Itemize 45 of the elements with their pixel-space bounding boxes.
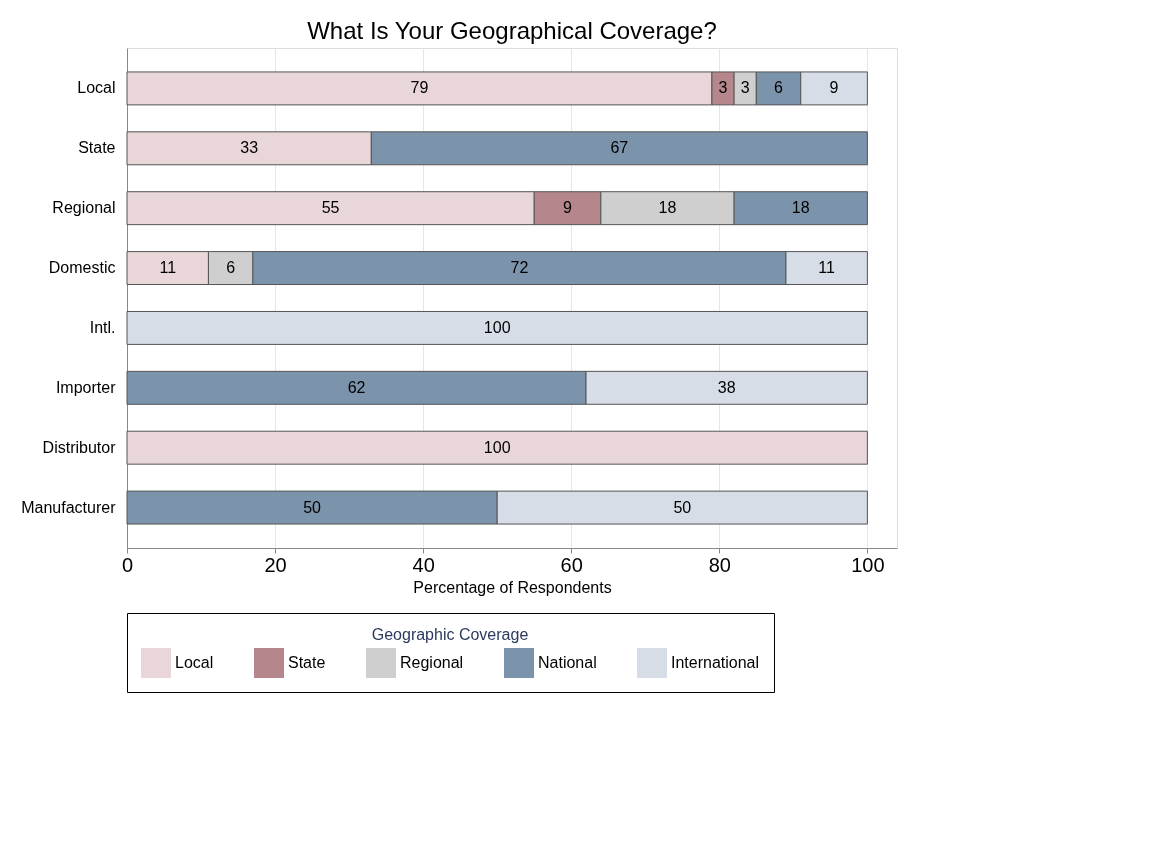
legend-label: National <box>538 654 597 671</box>
y-tick-label: State <box>78 139 116 157</box>
y-tick-label: Manufacturer <box>21 498 117 516</box>
data-label: 100 <box>483 438 511 456</box>
data-label: 38 <box>717 378 736 396</box>
y-tick-label: Local <box>77 79 116 97</box>
x-tick-label: 40 <box>412 553 435 576</box>
data-label: 79 <box>410 79 429 97</box>
legend-label: State <box>288 654 326 671</box>
chart-title: What Is Your Geographical Coverage? <box>307 17 717 44</box>
x-tick-label: 20 <box>264 553 287 576</box>
y-tick-label: Regional <box>52 199 116 217</box>
data-label: 11 <box>159 259 177 277</box>
data-label: 18 <box>791 199 810 217</box>
data-label: 18 <box>658 199 677 217</box>
legend-title: Geographic Coverage <box>371 626 529 643</box>
data-label: 6 <box>774 79 784 97</box>
bar <box>126 310 868 345</box>
x-axis-title: Percentage of Respondents <box>413 578 612 596</box>
data-label: 11 <box>818 259 836 277</box>
legend-label: International <box>671 654 760 671</box>
x-tick-label: 100 <box>851 553 885 576</box>
data-label: 72 <box>510 259 529 277</box>
y-tick-label: Domestic <box>48 259 116 277</box>
legend-label: Regional <box>400 654 464 671</box>
data-label: 67 <box>610 139 629 157</box>
x-tick-label: 0 <box>121 553 134 576</box>
legend-label: Local <box>175 654 214 671</box>
data-label: 62 <box>347 378 366 396</box>
data-label: 100 <box>483 318 511 336</box>
x-tick-label: 80 <box>708 553 731 576</box>
y-tick-label: Importer <box>55 378 117 396</box>
y-tick-label: Distributor <box>42 438 117 456</box>
data-label: 55 <box>321 199 340 217</box>
data-label: 9 <box>563 199 573 217</box>
y-tick-label: Intl. <box>89 318 116 336</box>
data-label: 50 <box>673 498 692 516</box>
data-label: 9 <box>829 79 839 97</box>
data-label: 6 <box>226 259 236 277</box>
bar <box>126 430 868 465</box>
data-label: 3 <box>718 79 728 97</box>
data-label: 3 <box>740 79 750 97</box>
data-label: 33 <box>240 139 259 157</box>
data-label: 50 <box>303 498 322 516</box>
x-tick-label: 60 <box>560 553 583 576</box>
